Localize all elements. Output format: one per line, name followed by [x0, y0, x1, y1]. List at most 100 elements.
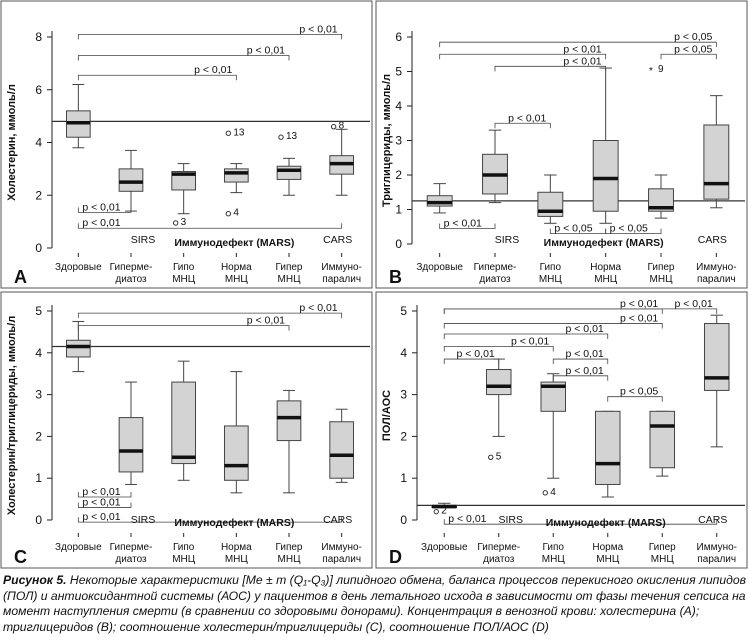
- outlier-label: 3: [181, 217, 187, 228]
- p-value-label: p < 0,01: [299, 302, 337, 314]
- panel-d: 0 1 2 3 4 5 ПОЛ/АОС 2 5 4 p < 0,01 p < 0,01 p < 0,01…: [375, 291, 748, 569]
- outlier-marker: *: [649, 66, 653, 77]
- x-category-label: Иммуно-: [321, 542, 361, 553]
- outlier-point: [278, 134, 284, 140]
- group-label-mars: Иммунодефект (MARS): [174, 237, 294, 249]
- x-category-label: Здоровые: [421, 542, 468, 553]
- significance-bracket: [77, 492, 132, 498]
- group-label-mars: Иммунодефект (MARS): [546, 517, 666, 529]
- box: [276, 400, 302, 442]
- p-value-label: p < 0,01: [82, 511, 120, 523]
- group-label-cars: CARS: [698, 234, 727, 246]
- group-label-sirs: SIRS: [131, 234, 156, 246]
- p-value-label: p < 0,01: [448, 513, 486, 525]
- p-value-label: p < 0,01: [444, 217, 482, 229]
- x-category-label: паралич: [322, 274, 361, 285]
- p-value-label: p < 0,01: [457, 348, 495, 360]
- y-tick-label: 3: [400, 388, 407, 402]
- x-category-label: паралич: [697, 554, 736, 565]
- y-tick-label: 5: [400, 304, 407, 318]
- significance-bracket: [605, 228, 662, 235]
- y-tick-label: 0: [395, 237, 402, 251]
- box: [171, 171, 197, 191]
- y-tick-label: 4: [35, 136, 42, 150]
- p-value-label: p < 0,01: [508, 112, 546, 124]
- panel-frame: [375, 0, 748, 289]
- figure-caption: Рисунок 5. Некоторые характеристики [Me …: [3, 573, 747, 635]
- x-category-label: МНЦ: [278, 274, 302, 285]
- y-tick-label: 6: [35, 83, 42, 97]
- outlier-point: [330, 123, 337, 130]
- group-label-sirs: SIRS: [498, 514, 523, 526]
- significance-bracket: [552, 375, 609, 381]
- x-category-label: Гипо: [543, 542, 565, 553]
- y-tick-label: 1: [400, 471, 407, 485]
- significance-bracket: [77, 207, 132, 213]
- x-category-label: МНЦ: [172, 274, 196, 285]
- x-category-label: Гиперме-: [110, 542, 153, 553]
- y-axis-label: Холестерин, ммоль/л: [6, 84, 18, 201]
- x-category-label: диатоз: [479, 274, 511, 285]
- significance-bracket: [494, 122, 551, 129]
- outlier-label: 4: [550, 487, 556, 498]
- group-label-cars: CARS: [323, 234, 352, 246]
- outlier-label: 2: [441, 506, 447, 517]
- x-category-label: Норма: [592, 542, 623, 553]
- outlier-point: [225, 211, 232, 217]
- x-category-label: Гипо: [173, 542, 195, 553]
- box: [703, 124, 730, 200]
- panel-letter: A: [14, 267, 27, 287]
- x-category-label: Гиперме-: [110, 262, 153, 273]
- box: [594, 410, 621, 485]
- y-tick-label: 5: [35, 304, 42, 318]
- x-category-label: Гипер: [276, 262, 303, 273]
- x-category-label: МНЦ: [225, 274, 249, 285]
- p-value-label: p < 0,05: [674, 31, 712, 43]
- p-value-label: p < 0,01: [82, 496, 120, 508]
- outlier-point: [433, 508, 439, 515]
- outlier-point: [488, 454, 494, 460]
- p-value-label: p < 0,05: [674, 43, 712, 55]
- significance-bracket: [443, 346, 554, 352]
- outlier-point: [225, 130, 232, 136]
- panel-frame: [0, 0, 373, 289]
- p-value-label: p < 0,01: [194, 64, 232, 76]
- significance-bracket: [77, 55, 290, 61]
- x-category-label: Гиперме-: [474, 262, 517, 273]
- caption-text: Некоторые характеристики [Me ± m (Q₁-Q₃)…: [3, 573, 746, 634]
- outlier-label: 13: [233, 127, 245, 138]
- outlier-point: [172, 220, 179, 226]
- panel-frame: [375, 291, 748, 569]
- x-category-label: диатоз: [115, 554, 147, 565]
- significance-bracket: [77, 325, 290, 331]
- significance-bracket: [439, 223, 496, 229]
- p-value-label: p < 0,01: [247, 44, 285, 56]
- x-category-label: МНЦ: [542, 554, 566, 565]
- x-category-label: МНЦ: [539, 274, 563, 285]
- x-category-label: диатоз: [483, 554, 515, 565]
- y-tick-label: 3: [35, 388, 42, 402]
- significance-bracket: [443, 323, 663, 329]
- y-tick-label: 0: [35, 513, 42, 527]
- y-tick-label: 2: [400, 429, 407, 443]
- x-category-label: Норма: [221, 262, 252, 273]
- panel-letter: B: [389, 267, 402, 287]
- p-value-label: p < 0,05: [610, 223, 648, 235]
- box: [703, 323, 730, 391]
- significance-bracket: [552, 358, 609, 365]
- panel-letter: D: [389, 547, 402, 567]
- y-tick-label: 1: [395, 203, 402, 217]
- group-label-sirs: SIRS: [495, 234, 520, 246]
- p-value-label: p < 0,05: [554, 223, 592, 235]
- significance-bracket: [77, 517, 343, 523]
- box: [118, 417, 144, 473]
- significance-bracket: [660, 53, 717, 60]
- p-value-label: p < 0,01: [82, 217, 120, 229]
- box: [592, 140, 619, 212]
- x-category-label: Иммуно-: [697, 542, 737, 553]
- y-tick-label: 4: [35, 346, 42, 360]
- x-category-label: Здоровые: [55, 542, 102, 553]
- y-tick-label: 8: [35, 30, 42, 44]
- y-tick-label: 2: [35, 188, 42, 202]
- y-tick-label: 0: [35, 241, 42, 255]
